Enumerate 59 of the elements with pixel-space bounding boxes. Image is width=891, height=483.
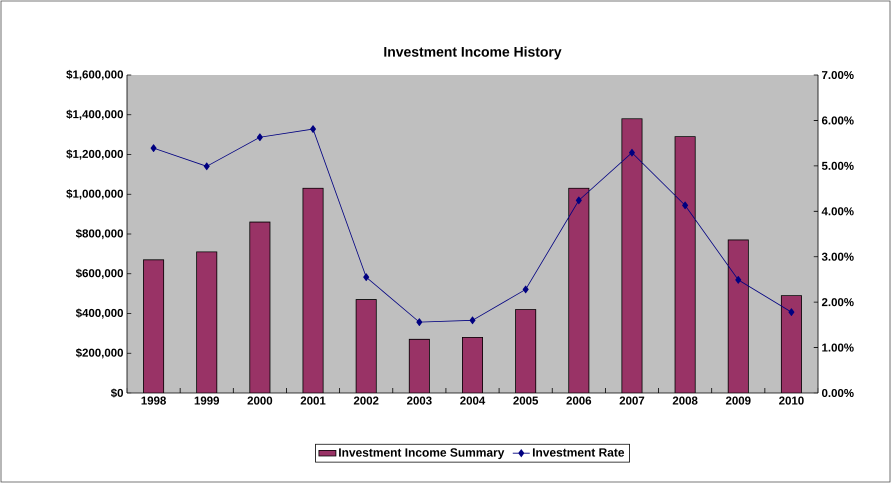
bar <box>302 188 324 393</box>
point <box>735 276 742 284</box>
x-tick-label: 2001 <box>300 396 326 405</box>
point <box>788 308 794 316</box>
y2-tick-label: 5.00% <box>822 162 854 170</box>
legend-label: Investment Income Summary <box>339 448 504 460</box>
y-tick-label: $600,000 <box>76 268 124 279</box>
point <box>204 162 210 170</box>
bar <box>780 295 802 393</box>
point <box>150 144 157 152</box>
bar <box>250 222 270 393</box>
y2-tick-label: 2.00% <box>822 298 854 306</box>
y-tick-label: $400,000 <box>76 308 124 319</box>
bar <box>622 118 642 393</box>
y-tick-label: $800,000 <box>76 228 124 240</box>
y-tick-label: $200,000 <box>76 348 124 358</box>
bar <box>675 136 696 393</box>
x-tick-label: 2009 <box>726 396 751 405</box>
y2-tick-label: 3.00% <box>822 252 854 261</box>
point <box>522 286 529 294</box>
bar <box>728 240 748 393</box>
x-tick-label: 2000 <box>248 396 272 405</box>
y-tick-label: $1,400,000 <box>66 110 124 120</box>
x-tick-label: 2003 <box>406 396 432 405</box>
y-tick-label: $0 <box>110 388 124 398</box>
point <box>310 125 316 133</box>
x-tick-label: 2008 <box>672 396 698 405</box>
y-tick-label: $1,000,000 <box>66 189 124 200</box>
x-tick-label: 2005 <box>513 396 538 405</box>
bar <box>462 337 483 393</box>
chart-title: Investment Income History <box>384 46 562 60</box>
x-tick-label: 2006 <box>566 396 592 405</box>
x-tick-label: 1998 <box>142 396 166 405</box>
y-tick-label: $1,200,000 <box>66 149 124 160</box>
point <box>469 316 476 324</box>
legend-label: Investment Rate <box>532 448 624 457</box>
point <box>256 133 263 142</box>
bar <box>143 260 164 393</box>
x-tick-label: 2002 <box>354 396 378 405</box>
point <box>576 196 582 204</box>
bar <box>196 252 217 393</box>
y2-tick-label: 7.00% <box>822 70 854 80</box>
bar <box>356 300 376 393</box>
point <box>682 201 688 210</box>
point <box>363 273 370 282</box>
point <box>628 148 635 157</box>
bar <box>409 339 430 393</box>
x-tick-label: 2004 <box>460 396 486 405</box>
point <box>416 318 422 326</box>
y2-tick-label: 4.00% <box>822 207 854 216</box>
x-tick-label: 1999 <box>194 396 220 405</box>
y2-tick-label: 6.00% <box>822 116 854 124</box>
y2-tick-label: 0.00% <box>822 388 854 398</box>
bar <box>516 310 536 393</box>
y-tick-label: $1,600,000 <box>66 70 124 80</box>
x-tick-label: 2010 <box>779 396 804 405</box>
bar <box>568 188 589 393</box>
x-tick-label: 2007 <box>620 396 644 405</box>
y2-tick-label: 1.00% <box>822 344 854 352</box>
